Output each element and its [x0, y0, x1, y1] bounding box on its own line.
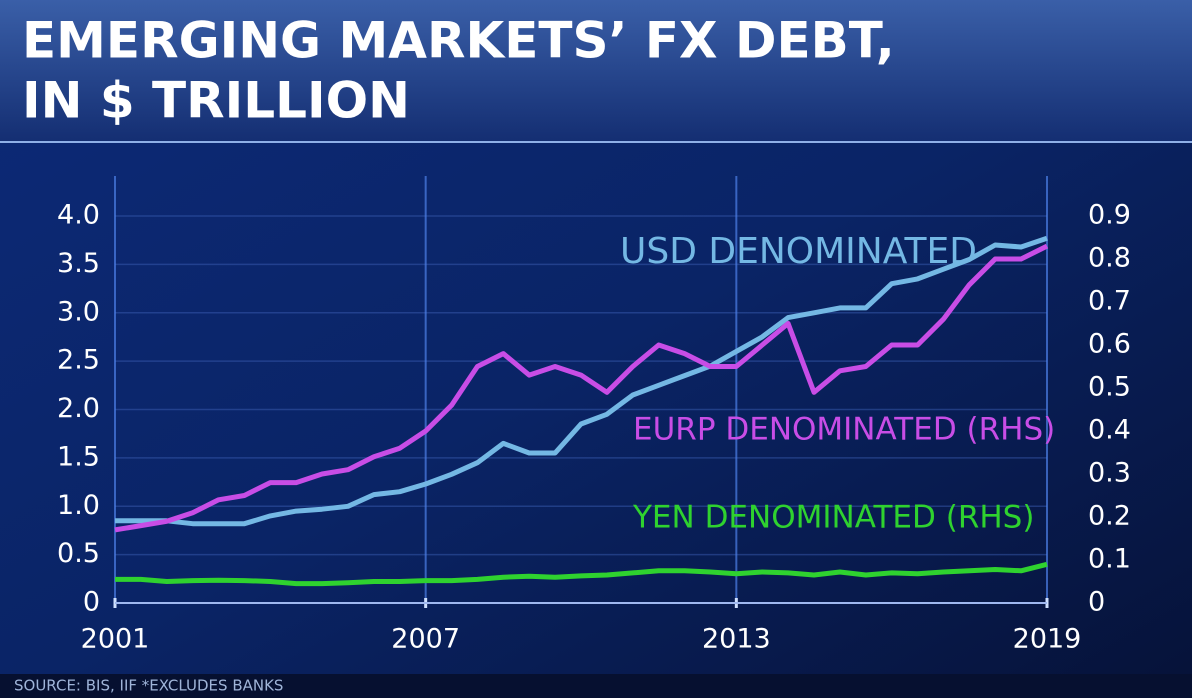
- series-line: [115, 235, 1048, 527]
- series-label: USD DENOMINATED: [620, 231, 977, 272]
- y-tick-label: 0.5: [57, 538, 100, 569]
- y2-tick-label: 0: [1088, 587, 1105, 618]
- y-tick-label: 1.0: [57, 490, 100, 521]
- series-label: YEN DENOMINATED (RHS): [632, 500, 1034, 536]
- y2-tick-label: 0.1: [1088, 544, 1131, 575]
- chart-title: EMERGING MARKETS’ FX DEBT,: [22, 12, 895, 70]
- y2-tick-label: 0.3: [1088, 458, 1131, 489]
- y-tick-label: 3.0: [57, 296, 100, 327]
- y2-tick-label: 0.2: [1088, 501, 1131, 532]
- y2-tick-label: 0.4: [1088, 415, 1131, 446]
- series-line: [115, 561, 1048, 587]
- chart-title: IN $ TRILLION: [22, 72, 410, 130]
- y2-tick-label: 0.5: [1088, 372, 1131, 403]
- y-tick-label: 1.5: [57, 441, 100, 472]
- y2-tick-label: 0.8: [1088, 243, 1131, 274]
- footer: [0, 674, 1192, 698]
- y-tick-label: 2.5: [57, 345, 100, 376]
- header: [0, 0, 1192, 142]
- series-line: [114, 243, 1049, 533]
- x-tick-label: 2013: [702, 624, 771, 655]
- y-tick-label: 4.0: [57, 200, 100, 231]
- y2-tick-label: 0.7: [1088, 286, 1131, 317]
- x-tick-label: 2007: [391, 624, 460, 655]
- y-tick-label: 2.0: [57, 393, 100, 424]
- y2-tick-label: 0.9: [1088, 200, 1131, 231]
- y2-tick-label: 0.6: [1088, 329, 1131, 360]
- y-tick-label: 3.5: [57, 248, 100, 279]
- series-label: EURP DENOMINATED (RHS): [633, 412, 1055, 448]
- source: SOURCE: BIS, IIF *EXCLUDES BANKS: [14, 677, 283, 695]
- x-tick-label: 2019: [1013, 624, 1082, 655]
- x-tick-label: 2001: [81, 624, 150, 655]
- y-tick-label: 0: [83, 587, 100, 618]
